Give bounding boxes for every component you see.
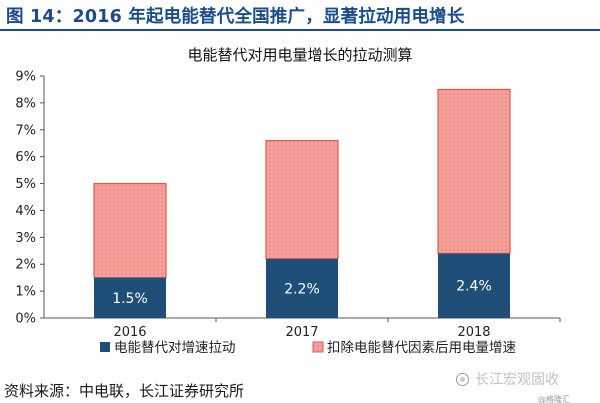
wechat-icon — [456, 372, 469, 386]
legend-label-excl-substitution: 扣除电能替代因素后用电量增速 — [327, 340, 516, 356]
y-tick-label: 3% — [15, 231, 36, 246]
header-divider — [0, 29, 600, 31]
watermark-text: 长江宏观固收 — [475, 372, 559, 388]
source-note: 资料来源：中电联，长江证券研究所 — [4, 382, 245, 400]
legend-label-substitution: 电能替代对增速拉动 — [114, 340, 236, 356]
y-tick-label: 4% — [15, 204, 36, 219]
y-tick-label: 7% — [15, 123, 36, 138]
figure-header: 图 14：2016 年起电能替代全国推广，显著拉动用电增长 — [0, 0, 600, 31]
legend-swatch-excl-substitution — [312, 341, 324, 353]
bar-data-label: 2.2% — [284, 281, 320, 297]
figure-title: 图 14：2016 年起电能替代全国推广，显著拉动用电增长 — [6, 7, 465, 27]
bar-data-label: 2.4% — [456, 279, 492, 295]
chart-labels: 1.5% 2.2% 2.4% — [112, 279, 492, 307]
y-tick-label: 8% — [15, 96, 36, 111]
bar-segment-substitution — [94, 277, 166, 318]
x-tick-label: 2018 — [457, 325, 490, 340]
y-tick-label: 1% — [15, 285, 36, 300]
y-tick-label: 0% — [15, 312, 36, 327]
corner-watermark: @格隆汇 — [538, 395, 570, 403]
x-tick-label: 2017 — [285, 325, 318, 340]
y-tick-label: 2% — [15, 258, 36, 273]
bar-segment-excl-substitution — [265, 139, 339, 260]
bar-segment-substitution — [438, 253, 510, 318]
bar-segment-substitution — [266, 258, 338, 318]
bar-segment-excl-substitution — [93, 182, 167, 279]
y-tick-label: 5% — [15, 177, 36, 192]
watermark: 长江宏观固收 — [456, 371, 559, 388]
legend-swatch-substitution — [100, 342, 110, 352]
bar-data-label: 1.5% — [112, 291, 148, 307]
chart-legend: 电能替代对增速拉动 扣除电能替代因素后用电量增速 — [100, 340, 516, 356]
chart-bars — [93, 88, 511, 318]
y-tick-label: 9% — [15, 70, 36, 85]
chart-title: 电能替代对用电量增长的拉动测算 — [187, 46, 413, 64]
x-tick-label: 2016 — [113, 325, 146, 340]
bar-segment-excl-substitution — [437, 88, 511, 255]
y-tick-label: 6% — [15, 150, 36, 165]
